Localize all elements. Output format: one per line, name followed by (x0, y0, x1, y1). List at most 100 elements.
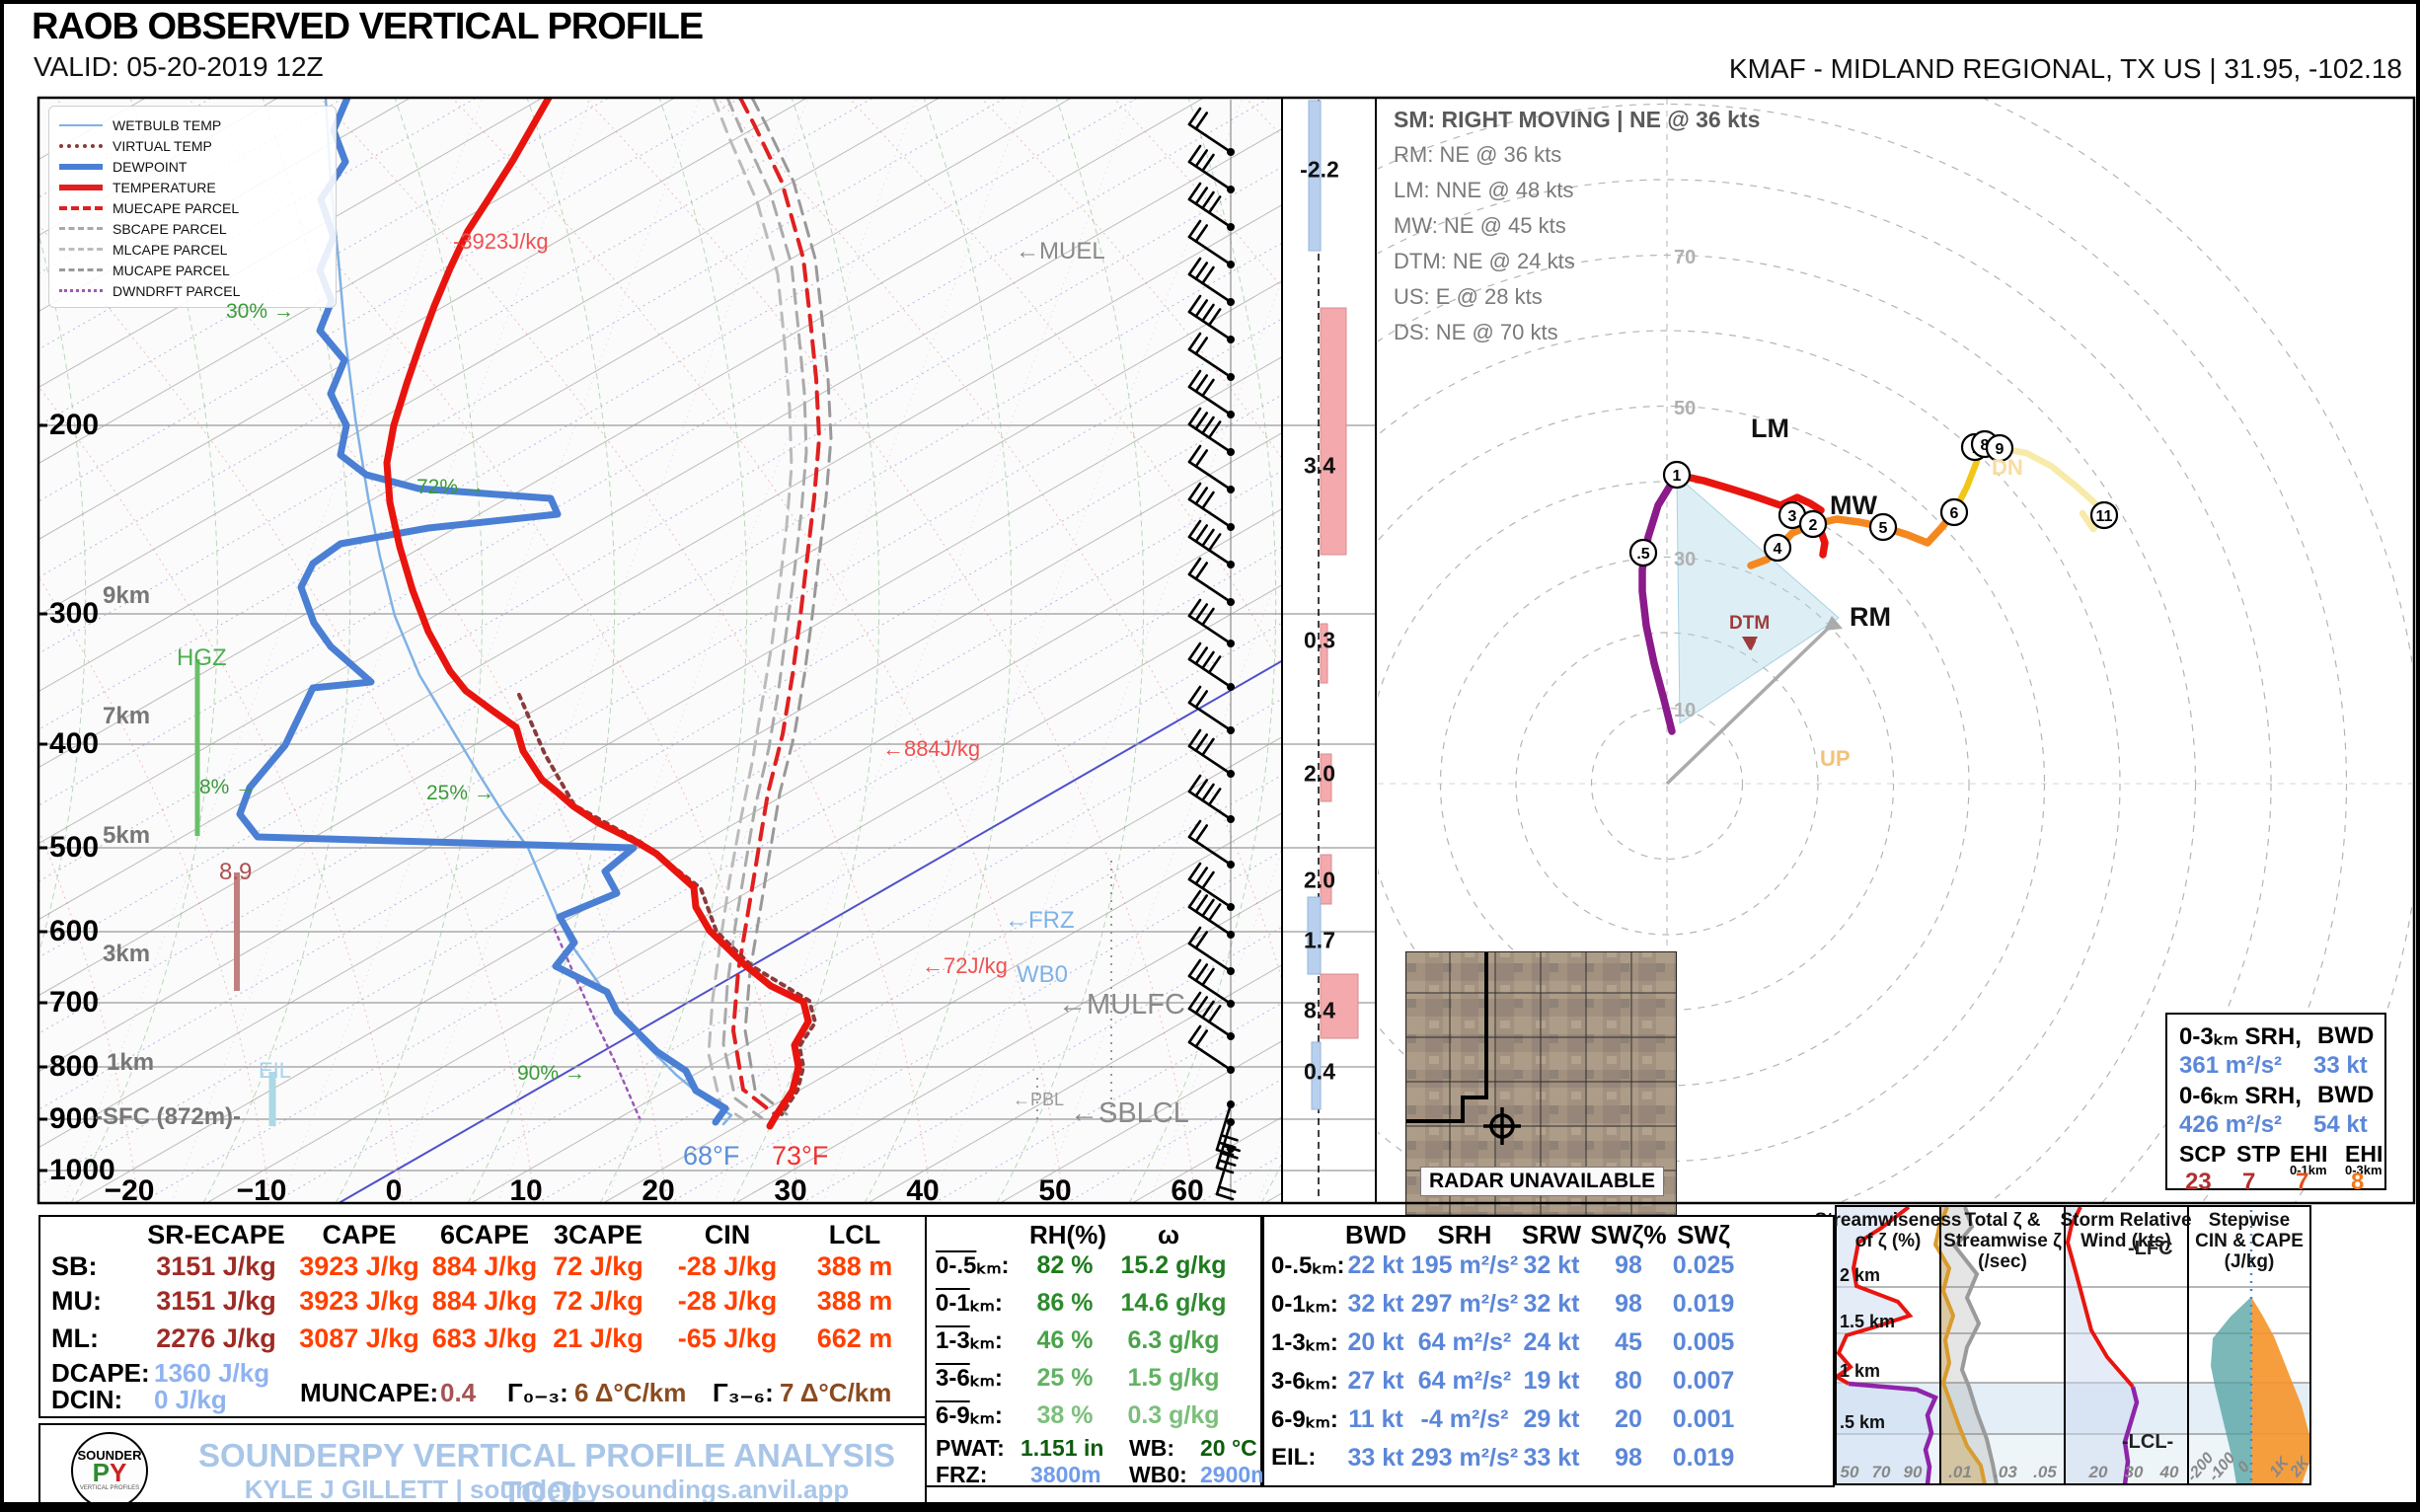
kin-row-label: 0-.5ₖₘ: (1271, 1252, 1345, 1279)
wind-barb (1187, 294, 1235, 343)
panel-border-g (2187, 1205, 2311, 1485)
thermo-header-SR-ECAPE: SR-ECAPE (147, 1220, 285, 1249)
hodo-point-marker (1868, 512, 1898, 542)
frz-value: 3800m (1030, 1462, 1101, 1487)
kin-row-label: 3-6ₖₘ: (1271, 1368, 1338, 1395)
hodo-label-RM: RM (1850, 602, 1891, 632)
thermo-value: 3923 J/kg (299, 1286, 419, 1316)
temp-tick-8: 60 (1171, 1174, 1204, 1207)
sounding-curves (236, 98, 833, 1130)
el-energy-label: -3923J/kg (453, 229, 549, 254)
strip-bar (1308, 100, 1322, 252)
wind-barb (1187, 369, 1235, 418)
panel-tick-d-2: 90 (1903, 1463, 1923, 1481)
motion-line-3: DTM: NE @ 24 kts (1394, 249, 1575, 273)
gamma36-label: Γ₃₋₆: (713, 1378, 774, 1407)
kin-value: 20 kt (1347, 1328, 1404, 1356)
wind-barb (1187, 819, 1235, 869)
kin-value: 64 m²/s² (1417, 1367, 1512, 1395)
kin-value: 80 (1615, 1367, 1642, 1395)
wb-value: 20 °C (1200, 1435, 1257, 1461)
thermo-value: -28 J/kg (677, 1286, 778, 1316)
strip-bar (1320, 307, 1347, 556)
station-title: KMAF - MIDLAND REGIONAL, TX US | 31.95, … (1728, 53, 2402, 84)
strip-bar (1320, 854, 1332, 905)
legend-label: MUECAPE PARCEL (113, 199, 240, 216)
ring-label-30: 30 (1674, 549, 1697, 570)
hodo-point-label: 6 (1950, 505, 1959, 522)
wind-barb (1187, 1024, 1235, 1074)
kin-value: 32 kt (1523, 1251, 1580, 1279)
index-value-2: 7 (2296, 1169, 2309, 1195)
index-value-3: 8 (2351, 1169, 2365, 1195)
hodo-point-marker (1939, 497, 1969, 527)
thermo-value: 72 J/kg (553, 1251, 643, 1281)
thermo-row-label: ML: (51, 1323, 99, 1353)
wind-barb (1187, 685, 1235, 734)
pressure-tick-700: 700 (49, 986, 100, 1019)
bwd3-value: 33 kt (2313, 1052, 2368, 1079)
strip-value-0: -2.2 (1300, 156, 1339, 183)
panel-title-d: Streamwiseness of ζ (%) (1814, 1210, 1962, 1251)
motion-line-2: MW: NE @ 45 kts (1394, 213, 1566, 238)
lfc-label: -LFC (2128, 1238, 2173, 1259)
temp-tick-4: 20 (642, 1174, 675, 1207)
wind-barb (1187, 144, 1235, 193)
radar-status-badge: RADAR UNAVAILABLE (1420, 1167, 1665, 1196)
lapse-89-label: 8.9 (219, 859, 253, 885)
strip-value-5: 1.7 (1304, 927, 1335, 953)
sbcape-parcel-curve (721, 98, 808, 1120)
omega-header: ω (1158, 1220, 1179, 1249)
kin-value: 0.007 (1672, 1367, 1735, 1395)
kin-value: 98 (1615, 1251, 1642, 1279)
height-label-0: 9km (103, 582, 151, 609)
wind-barb (1187, 926, 1235, 975)
panel-height-label-1: 1.5 km (1840, 1312, 1896, 1331)
wind-barb (1187, 407, 1235, 456)
srh-bwd-box (2165, 1013, 2386, 1190)
gamma36-value: 7 Δ°C/km (780, 1378, 892, 1407)
rh-value: 82 % (1036, 1251, 1094, 1279)
wb-label: WB: (1129, 1435, 1174, 1461)
omega-value: 1.5 g/kg (1127, 1364, 1220, 1392)
thermo-value: 3151 J/kg (156, 1286, 276, 1316)
dwndrft-parcel-curve (553, 928, 642, 1120)
panel-tick-d-1: 70 (1871, 1463, 1891, 1481)
frz-label: ←FRZ (1005, 907, 1075, 934)
panel-tick-e-0: .01 (1948, 1463, 1972, 1481)
legend-label: VIRTUAL TEMP (113, 137, 212, 154)
wind-barb (1187, 332, 1235, 381)
strip-bar (1320, 623, 1328, 684)
omega-value: 15.2 g/kg (1120, 1251, 1227, 1279)
motion-line-5: DS: NE @ 70 kts (1394, 320, 1558, 344)
pressure-tick-400: 400 (49, 727, 100, 760)
pwat-value: 1.151 in (1021, 1435, 1104, 1461)
hodograph-ring (1378, 255, 2196, 1202)
logo-tagline: VERTICAL PROFILES (79, 1485, 140, 1491)
wb0-label: WB0 (1017, 961, 1069, 988)
index-header-1: STP (2236, 1141, 2281, 1167)
moisture-row-label: 1-3ₖₘ: (936, 1327, 1003, 1354)
hodo-point-label: 8 (1981, 437, 1990, 454)
sm-motion-line: SM: RIGHT MOVING | NE @ 36 kts (1394, 107, 1761, 132)
kin-value: 195 m²/s² (1410, 1251, 1519, 1279)
wind-barb (1187, 728, 1235, 778)
thermo-value: 884 J/kg (431, 1286, 538, 1316)
hodo-point-marker (1763, 533, 1792, 563)
muncape-value: 0.4 (440, 1378, 477, 1407)
legend-item-virtual: VIRTUAL TEMP (59, 135, 326, 156)
lcl-label: -LCL- (2122, 1431, 2174, 1453)
strip-value-3: 2.0 (1304, 760, 1335, 787)
srh3-value: 361 m²/s² (2179, 1052, 2283, 1079)
kin-value: 297 m²/s² (1410, 1290, 1519, 1318)
kin-value: 11 kt (1348, 1405, 1403, 1433)
hodo-point-marker (1798, 509, 1828, 539)
legend-label: DEWPOINT (113, 158, 188, 175)
kin-value: 64 m²/s² (1417, 1328, 1512, 1356)
mlcape-line-swatch-icon (59, 248, 103, 251)
wind-barb (1215, 1145, 1237, 1201)
pressure-tick-900: 900 (49, 1102, 100, 1135)
index-sub-3: 0-3km (2345, 1163, 2382, 1177)
temp-tick-2: 0 (385, 1174, 403, 1207)
rh-value: 25 % (1036, 1364, 1094, 1392)
